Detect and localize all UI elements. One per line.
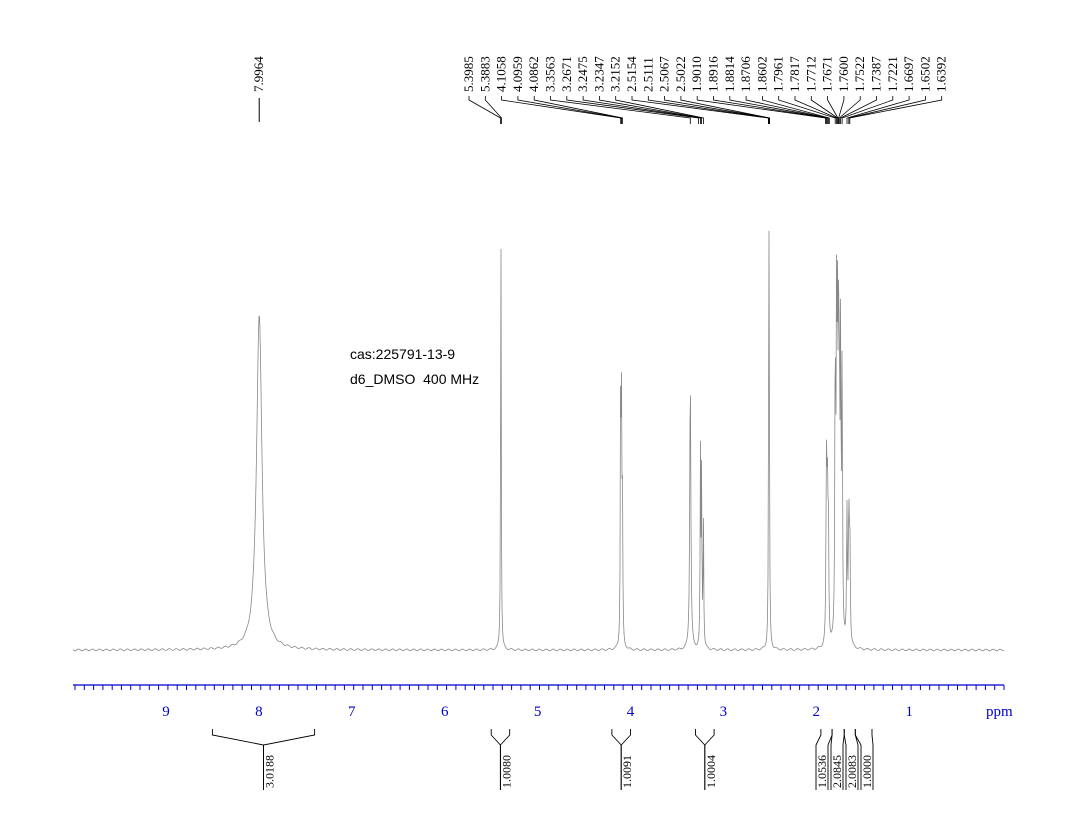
peak-label: 1.7671 xyxy=(820,56,835,92)
peak-leader xyxy=(533,96,623,124)
integral-value: 2.0845 xyxy=(830,755,844,788)
peak-label: 3.2671 xyxy=(559,56,574,92)
integral-bracket xyxy=(815,729,822,790)
peak-label: 1.7712 xyxy=(803,56,818,92)
peak-label: 1.7221 xyxy=(885,56,900,92)
annotation-cas-number: cas:225791-13-9 xyxy=(350,346,456,362)
peak-label: 2.5022 xyxy=(673,56,688,92)
peak-label: 1.8814 xyxy=(722,56,737,92)
peak-label: 1.7600 xyxy=(836,56,851,92)
peak-label: 1.8916 xyxy=(706,56,721,92)
integral-bracket xyxy=(843,729,847,790)
x-tick-label: 8 xyxy=(255,704,263,720)
integral-bracket xyxy=(620,729,631,790)
peak-label: 5.3883 xyxy=(477,56,492,92)
peak-label: 2.5154 xyxy=(624,56,639,92)
integral-value: 1.0004 xyxy=(704,755,718,788)
integral-value: 2.0083 xyxy=(845,755,859,788)
peak-label: 1.8706 xyxy=(738,56,753,92)
peak-leader xyxy=(484,96,502,124)
peak-leader xyxy=(696,96,826,124)
peak-label: 1.6502 xyxy=(917,56,932,92)
peak-label: 3.3563 xyxy=(543,56,558,92)
peak-label: 1.7817 xyxy=(787,56,802,92)
peak-leader xyxy=(848,96,926,124)
peak-leader xyxy=(827,96,839,124)
peak-leader xyxy=(849,96,943,124)
integral-bracket xyxy=(871,729,874,790)
peak-label: 1.6697 xyxy=(901,56,916,92)
peak-leader xyxy=(680,96,770,124)
peak-label: 1.6392 xyxy=(934,56,949,92)
peak-leader xyxy=(468,96,502,124)
annotation-solvent-frequency: d6_DMSO 400 MHz xyxy=(350,371,480,387)
peak-label: 1.7522 xyxy=(852,56,867,92)
peak-label: 3.2347 xyxy=(591,56,606,92)
integrals: 3.0188 1.0080 1.0091 1.0004 1.0536 2.0845 2.00… xyxy=(211,729,874,790)
integral-bracket xyxy=(704,729,715,790)
integral-value: 3.0188 xyxy=(263,755,277,788)
integral-bracket xyxy=(830,729,833,790)
peak-label: 4.0862 xyxy=(526,56,541,92)
ppm-axis: 9 8 7 6 5 4 3 2 1 xyxy=(73,684,1005,720)
peak-label: 1.7961 xyxy=(771,56,786,92)
x-tick-label: 9 xyxy=(162,704,170,720)
x-tick-label: 6 xyxy=(441,704,449,720)
peak-label: 1.9010 xyxy=(689,56,704,92)
integral-bracket xyxy=(211,729,264,790)
spectrum-trace-group xyxy=(72,230,1004,652)
integral-value: 1.0080 xyxy=(499,755,513,788)
peak-label: 3.2152 xyxy=(608,56,623,92)
peak-label: 1.7387 xyxy=(869,56,884,92)
spectrum-trace xyxy=(72,230,1004,652)
integral-value: 1.0091 xyxy=(620,755,634,788)
peak-label: 7.9964 xyxy=(251,56,266,92)
peak-leader xyxy=(840,96,877,124)
x-tick-label: 7 xyxy=(348,704,356,720)
peak-leader xyxy=(794,96,837,124)
peak-leader xyxy=(566,96,699,124)
integral-bracket xyxy=(854,729,862,790)
x-tick-label: 5 xyxy=(534,704,542,720)
peak-label: 5.3985 xyxy=(461,56,476,92)
peak-leader xyxy=(838,96,861,124)
integral-value: 1.0536 xyxy=(815,755,829,788)
peak-leader xyxy=(841,96,894,124)
peak-label: 4.1058 xyxy=(494,56,509,92)
peak-leader xyxy=(517,96,622,124)
x-tick-label: 1 xyxy=(905,704,913,720)
peak-leader xyxy=(846,96,910,124)
peak-leader xyxy=(550,96,691,124)
peak-leader xyxy=(838,96,845,124)
integral-value: 1.0000 xyxy=(860,755,874,788)
peak-leader xyxy=(615,96,704,124)
peak-label: 2.5067 xyxy=(657,56,672,92)
integral-bracket xyxy=(499,729,511,790)
x-tick-label: 3 xyxy=(720,704,728,720)
peak-leader xyxy=(729,96,828,124)
peak-leader xyxy=(599,96,702,124)
peak-label: 3.2475 xyxy=(575,56,590,92)
peak-label: 2.5111 xyxy=(640,57,655,92)
peak-leader xyxy=(501,96,622,124)
peak-leader xyxy=(745,96,829,124)
peak-leader xyxy=(713,96,827,124)
x-tick-label: 4 xyxy=(627,704,635,720)
integral-bracket xyxy=(263,729,316,790)
peak-labels: 7.9964 5.3985 5.3883 4.1058 4.0959 4.0862 3.35… xyxy=(251,56,949,124)
peak-label: 1.8602 xyxy=(754,56,769,92)
peak-leader xyxy=(762,96,830,124)
x-tick-label: 2 xyxy=(813,704,821,720)
peak-leader xyxy=(582,96,701,124)
peak-leader xyxy=(778,96,836,124)
peak-label: 4.0959 xyxy=(510,56,525,92)
axis-label-ppm: ppm xyxy=(986,704,1013,720)
